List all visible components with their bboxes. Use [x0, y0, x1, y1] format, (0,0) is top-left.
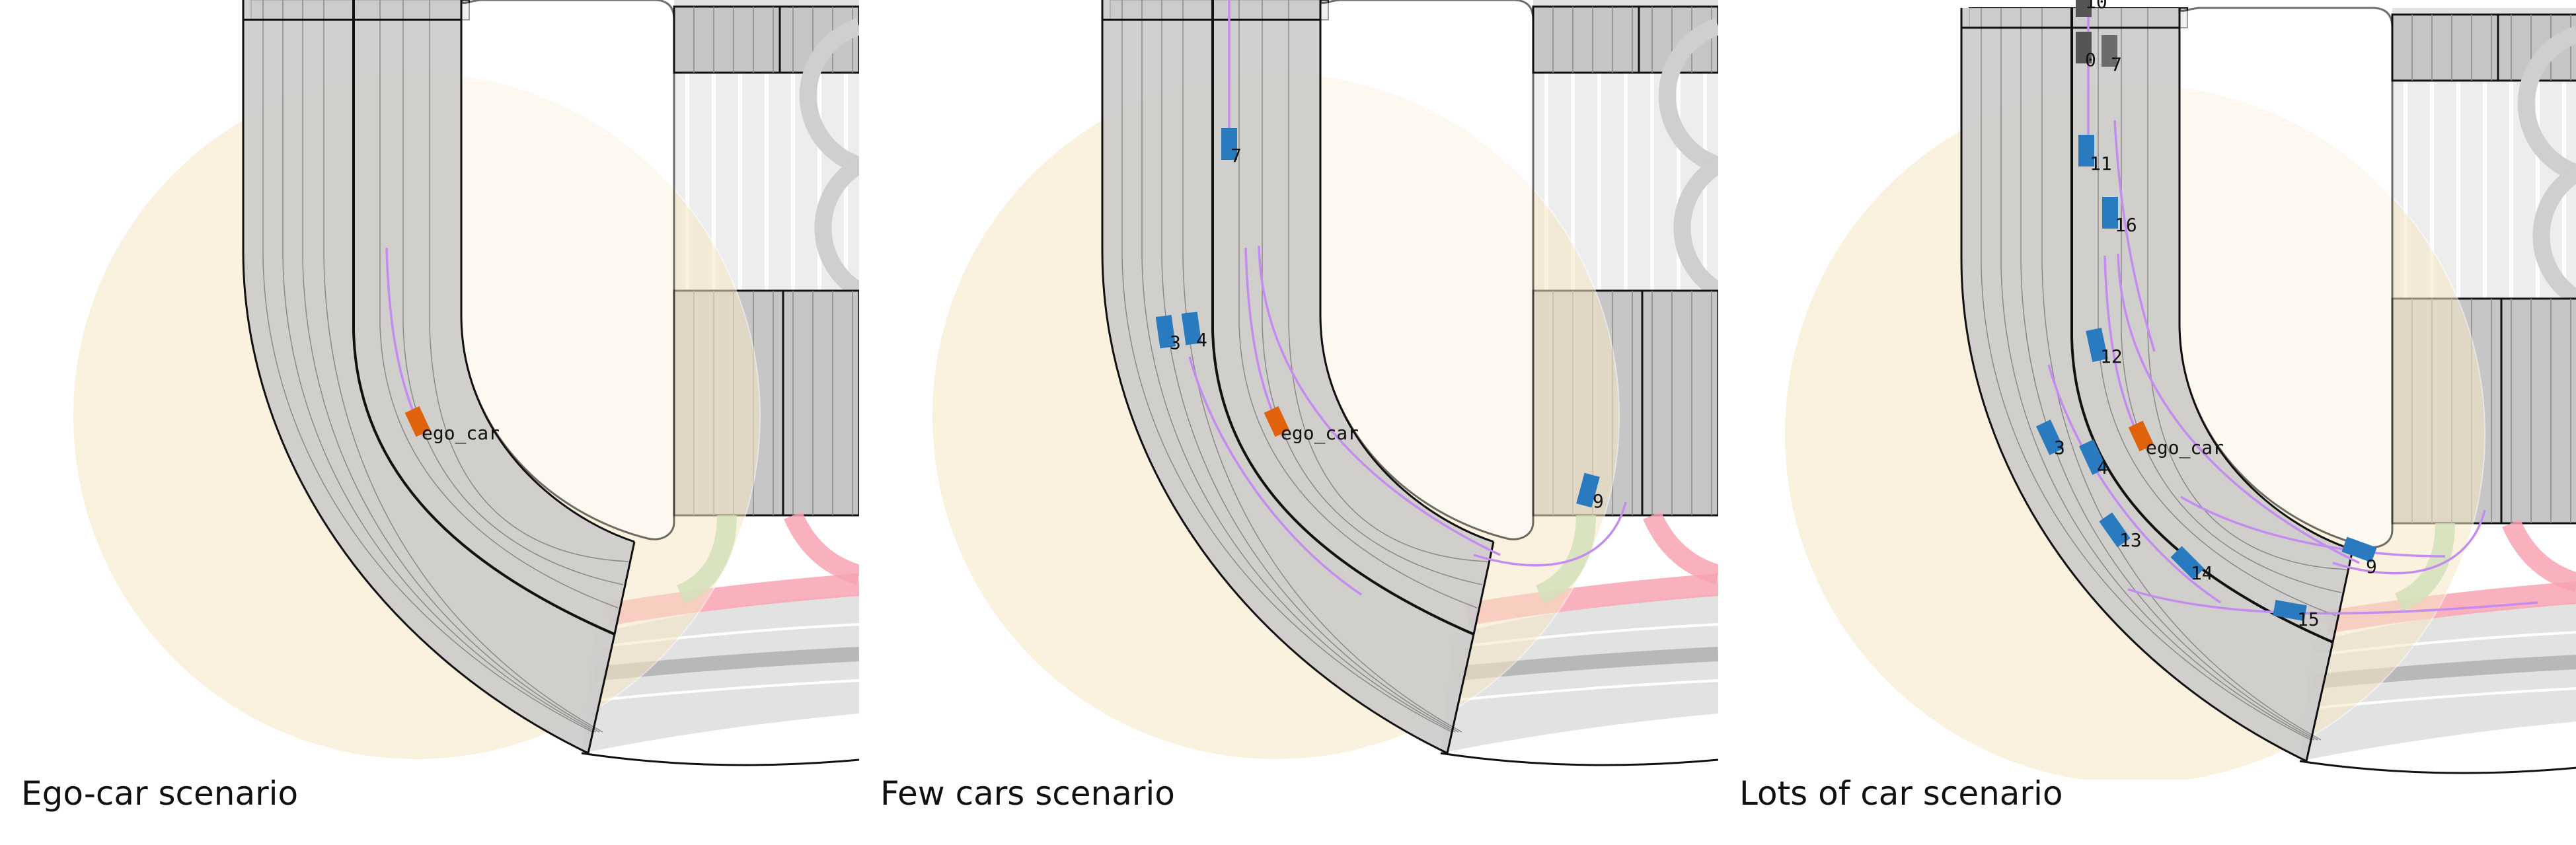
caption: Ego-car scenario: [21, 774, 299, 813]
vehicle-10: 10: [2076, 0, 2107, 17]
vehicle-label: 4: [2097, 457, 2108, 478]
map-view: ego_car 10 0 7 11 16 12 3 4 13 14 15 9: [1784, 0, 2576, 780]
vehicle-label: 16: [2115, 214, 2137, 236]
vehicle-label: 3: [1170, 332, 1181, 353]
ego-car-label: ego_car: [422, 422, 500, 445]
ego-car-label: ego_car: [1281, 422, 1359, 445]
caption: Few cars scenario: [880, 774, 1175, 813]
vehicle-label: 7: [2111, 54, 2122, 75]
ego-car: [2128, 420, 2154, 452]
vehicle-4: 4: [1181, 311, 1207, 351]
vehicle-7: 7: [1221, 128, 1242, 166]
vehicle-label: 9: [1593, 490, 1604, 512]
vehicle-label: 9: [2366, 556, 2377, 577]
vehicle-4: 4: [2078, 439, 2108, 478]
panel-few-cars-scenario: ego_car 7 3 4 9 Few cars scenario: [859, 0, 1718, 845]
vehicle-label: 7: [1231, 145, 1242, 166]
panel-ego-car-scenario: ego_car Ego-car scenario: [0, 0, 859, 845]
ego-car: [1264, 406, 1290, 437]
ego-car: [404, 406, 431, 437]
vehicle-15: 15: [2273, 600, 2320, 630]
planned-route: [2047, 8, 2538, 615]
planned-route: [1188, 0, 1627, 596]
vehicle-13: 13: [2099, 512, 2142, 551]
right-block-roads: [250, 0, 859, 517]
vehicle-3: 3: [2035, 420, 2065, 459]
vehicle-12: 12: [2086, 328, 2123, 367]
vehicle-label: 13: [2119, 529, 2142, 551]
vehicle-14: 14: [2170, 546, 2213, 584]
vehicle-label: 10: [2085, 0, 2107, 13]
vehicle-9: 9: [1576, 472, 1604, 512]
main-curved-road: [1101, 0, 1534, 754]
vehicle-label: 15: [2297, 608, 2320, 630]
caption: Lots of car scenario: [1739, 774, 2063, 813]
vehicle-label: 0: [2085, 49, 2096, 71]
vehicle-3: 3: [1155, 314, 1181, 353]
vehicle-label: 3: [2054, 437, 2065, 459]
map-view: ego_car: [72, 0, 859, 766]
vehicle-label: 12: [2100, 346, 2123, 367]
vehicle-7: 7: [2102, 35, 2122, 75]
panel-lots-of-car-scenario: ego_car 10 0 7 11 16 12 3 4 13 14 15 9 Lots of car s…: [1718, 0, 2576, 845]
main-curved-road: [1960, 7, 2394, 762]
vehicle-label: 14: [2191, 562, 2213, 584]
ego-car-label: ego_car: [2146, 437, 2224, 459]
vehicle-label: 11: [2090, 153, 2112, 174]
main-curved-road: [242, 0, 675, 754]
vehicle-16: 16: [2102, 197, 2137, 236]
vehicle-11: 11: [2078, 135, 2112, 174]
map-view: ego_car 7 3 4 9: [931, 0, 1718, 766]
vehicle-9: 9: [2341, 536, 2377, 577]
vehicle-0: 0: [2076, 32, 2096, 71]
vehicle-label: 4: [1196, 329, 1207, 351]
